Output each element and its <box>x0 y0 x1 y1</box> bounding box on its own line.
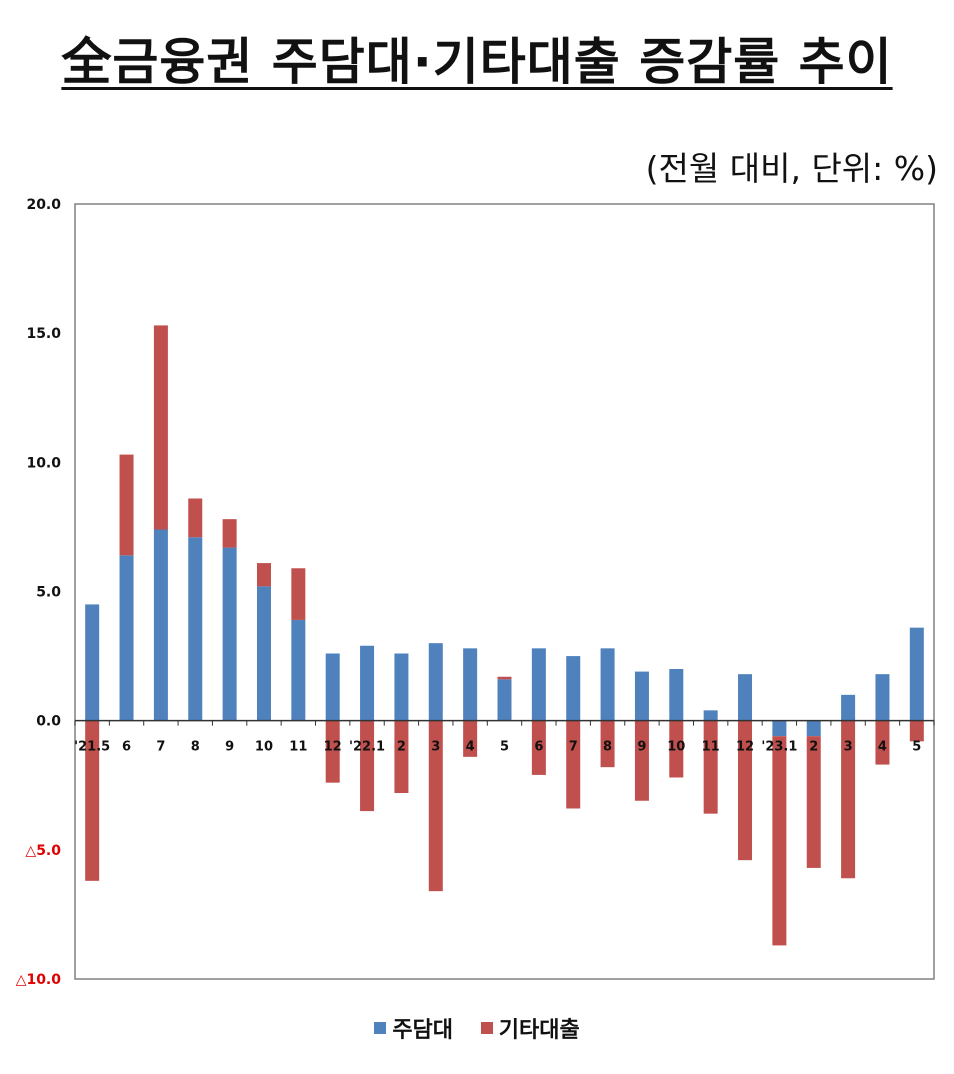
x-tick-label: 5 <box>912 740 921 755</box>
legend: 주담대 기타대출 <box>0 1012 954 1044</box>
bar-mortgage <box>634 671 649 721</box>
legend-swatch-other-loans <box>480 1022 493 1034</box>
x-tick-label: '22.1 <box>349 740 385 755</box>
x-tick-label: 4 <box>466 740 475 755</box>
legend-label-mortgage: 주담대 <box>392 1018 454 1043</box>
bar-chart: 20.0 15.0 10.0 5.0 0.0 △5.0 △10.0 '21.5 6 7 8 9 10 11… <box>16 197 935 988</box>
unit-note: (전월 대비, 단위: %) <box>645 149 938 188</box>
bar-other-loans <box>153 325 168 530</box>
bar-mortgage <box>256 586 271 721</box>
bar-mortgage <box>497 679 512 721</box>
bar-mortgage <box>600 648 615 721</box>
bar-other-loans <box>634 720 649 801</box>
bar-mortgage <box>291 619 306 721</box>
bar-other-loans <box>188 498 203 538</box>
bar-mortgage <box>772 720 787 737</box>
bar-other-loans <box>909 720 924 742</box>
bar-other-loans <box>463 720 478 757</box>
bar-mortgage <box>119 555 134 721</box>
bar-other-loans <box>566 720 581 809</box>
x-tick-label: 12 <box>324 740 342 755</box>
bar-mortgage <box>841 694 856 721</box>
x-tick-label: 9 <box>225 740 234 755</box>
x-tick-label: 10 <box>667 740 685 755</box>
bar-mortgage <box>531 648 546 721</box>
bar-other-loans <box>841 720 856 879</box>
bar-other-loans <box>394 720 409 793</box>
bar-other-loans <box>119 454 134 556</box>
x-tick-label: 4 <box>878 740 887 755</box>
bar-mortgage <box>566 656 581 721</box>
y-tick-label: 0.0 <box>36 714 61 730</box>
x-tick-label: 5 <box>500 740 509 755</box>
bar-other-loans <box>531 720 546 775</box>
legend-label-other-loans: 기타대출 <box>498 1018 580 1043</box>
x-tick-label: 11 <box>702 740 720 755</box>
y-tick-label: △10.0 <box>16 972 62 988</box>
bar-other-loans <box>85 720 100 881</box>
x-tick-label: 3 <box>431 740 440 755</box>
bar-mortgage <box>703 710 718 721</box>
x-tick-label: 8 <box>191 740 200 755</box>
bar-other-loans <box>291 568 306 620</box>
y-tick-label: 15.0 <box>26 326 61 342</box>
chart-title: 全금융권 주담대·기타대출 증감률 추이 <box>61 33 893 91</box>
bar-mortgage <box>325 653 340 721</box>
bar-other-loans <box>875 720 890 765</box>
y-tick-label: 5.0 <box>36 585 61 601</box>
x-tick-label: 6 <box>122 740 131 755</box>
x-tick-label: '21.5 <box>74 740 110 755</box>
bar-mortgage <box>669 669 684 721</box>
bar-mortgage <box>85 604 100 721</box>
bar-other-loans <box>256 563 271 587</box>
bar-mortgage <box>153 529 168 721</box>
x-tick-label: 6 <box>534 740 543 755</box>
bar-mortgage <box>360 645 375 721</box>
x-tick-label: 2 <box>809 740 818 755</box>
x-tick-label: 3 <box>844 740 853 755</box>
bar-other-loans <box>428 720 443 892</box>
bar-mortgage <box>428 643 443 721</box>
bar-other-loans <box>325 720 340 783</box>
y-tick-label: 20.0 <box>26 197 61 213</box>
bar-mortgage <box>909 627 924 721</box>
y-tick-label: △5.0 <box>25 843 61 859</box>
x-tick-label: 10 <box>255 740 273 755</box>
bar-other-loans <box>360 720 375 812</box>
bar-mortgage <box>188 537 203 721</box>
legend-item-other-loans: 기타대출 <box>480 1012 580 1044</box>
bar-mortgage <box>222 547 237 721</box>
bar-other-loans <box>497 676 512 680</box>
plot-area <box>74 203 935 980</box>
y-tick-label: 10.0 <box>26 455 61 471</box>
bar-other-loans <box>222 519 237 548</box>
x-tick-label: '23.1 <box>761 740 797 755</box>
bar-mortgage <box>463 648 478 721</box>
x-tick-label: 9 <box>637 740 646 755</box>
x-tick-label: 7 <box>156 740 165 755</box>
x-tick-label: 2 <box>397 740 406 755</box>
bar-other-loans <box>738 720 753 861</box>
bar-other-loans <box>669 720 684 778</box>
bar-mortgage <box>875 674 890 721</box>
bar-other-loans <box>600 720 615 768</box>
x-tick-label: 12 <box>736 740 754 755</box>
bar-other-loans <box>806 736 821 868</box>
bar-other-loans <box>772 736 787 946</box>
legend-swatch-mortgage <box>374 1022 387 1034</box>
bar-mortgage <box>806 720 821 737</box>
x-tick-label: 7 <box>569 740 578 755</box>
bar-mortgage <box>738 674 753 721</box>
x-tick-label: 8 <box>603 740 612 755</box>
bar-mortgage <box>394 653 409 721</box>
x-tick-label: 11 <box>289 740 307 755</box>
legend-item-mortgage: 주담대 <box>374 1012 453 1044</box>
bar-other-loans <box>703 720 718 814</box>
